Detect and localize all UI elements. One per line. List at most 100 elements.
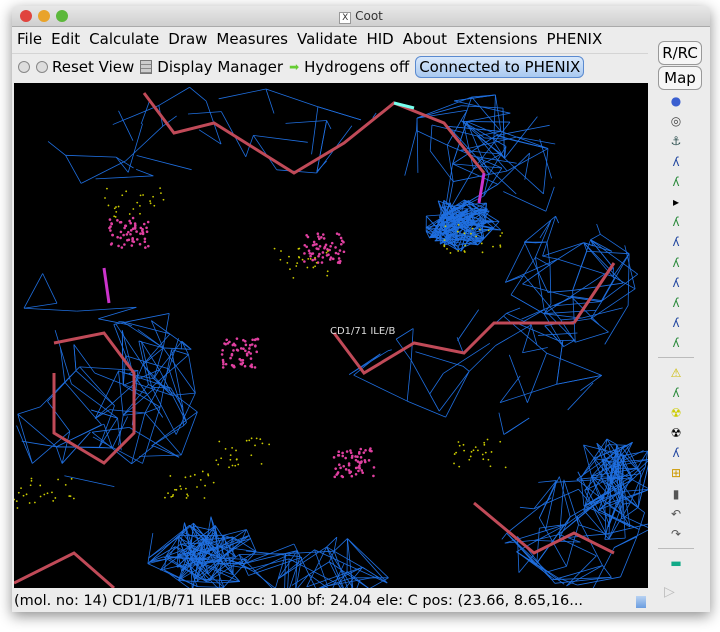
contact-dot xyxy=(204,484,206,487)
contact-dot xyxy=(143,240,147,244)
reset-view-button[interactable]: Reset View xyxy=(52,58,135,76)
graphics-canvas[interactable]: CD1/71 ILE/B xyxy=(13,83,651,607)
arrow-right-icon[interactable]: ▸ xyxy=(672,195,680,210)
menu-validate[interactable]: Validate xyxy=(297,30,358,48)
contact-dot xyxy=(248,439,251,442)
menu-file[interactable]: File xyxy=(17,30,43,48)
contact-dot xyxy=(470,232,472,235)
density-mesh-line xyxy=(177,547,191,581)
density-mesh-line xyxy=(56,446,113,449)
density-mesh-line xyxy=(240,529,247,542)
add-terminal-residue-icon[interactable]: ☢ xyxy=(670,405,682,420)
side-chain-180-icon[interactable]: ʎ xyxy=(672,316,680,331)
regularize-icon[interactable]: ʎ xyxy=(672,174,680,189)
contact-dot xyxy=(273,247,276,250)
density-mesh-line xyxy=(535,564,548,573)
density-mesh-line xyxy=(204,536,233,541)
density-mesh-line xyxy=(153,378,173,396)
menu-about[interactable]: About xyxy=(402,30,448,48)
rigid-body-fit-icon[interactable]: ʎ xyxy=(672,215,680,230)
undo-icon[interactable]: ↶ xyxy=(670,506,682,521)
density-mesh-line xyxy=(566,555,597,587)
density-mesh-line xyxy=(446,145,454,182)
density-mesh-line xyxy=(533,480,557,510)
torsion-icon[interactable]: ʎ xyxy=(672,275,680,290)
density-mesh-line xyxy=(265,88,275,114)
contact-dot xyxy=(357,469,360,473)
density-mesh-line xyxy=(536,528,540,563)
spin-view-icon[interactable]: ● xyxy=(670,94,682,109)
contact-dot xyxy=(317,237,321,241)
menu-hid[interactable]: HID xyxy=(366,30,394,48)
minimize-button[interactable] xyxy=(38,10,50,22)
contact-dot xyxy=(187,494,189,497)
contact-dot xyxy=(259,438,262,441)
density-mesh-line xyxy=(477,135,502,155)
contact-dot xyxy=(342,464,346,468)
clear-pending-icon[interactable]: ⊞ xyxy=(670,466,682,481)
contact-dot xyxy=(455,451,458,454)
density-mesh-line xyxy=(523,242,549,293)
menu-edit[interactable]: Edit xyxy=(51,30,81,48)
contact-dot xyxy=(110,242,114,245)
close-button[interactable] xyxy=(20,10,32,22)
density-mesh-line xyxy=(462,121,474,170)
toolbar-stop-icon[interactable] xyxy=(36,61,48,73)
add-atom-icon[interactable]: ☢ xyxy=(670,426,682,441)
density-mesh-line xyxy=(178,524,190,536)
centre-atom-icon[interactable]: ◎ xyxy=(670,114,682,129)
delete-icon[interactable]: ▮ xyxy=(672,486,680,501)
contact-dot xyxy=(295,265,298,267)
density-mesh-line xyxy=(583,242,613,252)
real-space-refine-icon[interactable]: ʎ xyxy=(672,154,680,169)
forward-arrow[interactable]: ▷ xyxy=(664,584,675,600)
density-mesh-line xyxy=(218,88,267,100)
density-mesh-line xyxy=(605,458,611,507)
edit-chi-icon[interactable]: ʎ xyxy=(672,255,680,270)
density-mesh-line xyxy=(76,306,137,312)
hydrogens-toggle-button[interactable]: Hydrogens off xyxy=(304,58,410,76)
redo-icon[interactable]: ↷ xyxy=(670,527,682,542)
contact-dot xyxy=(318,244,322,248)
density-mesh-line xyxy=(542,242,584,257)
rrc-button[interactable]: R/RC xyxy=(658,41,702,65)
contact-dot xyxy=(130,244,134,247)
phenix-connection-button[interactable]: Connected to PHENIX xyxy=(415,56,585,78)
density-mesh-line xyxy=(484,137,509,140)
display-manager-button[interactable]: Display Manager xyxy=(157,58,284,76)
map-button[interactable]: Map xyxy=(658,66,702,90)
density-mesh-line xyxy=(127,123,143,173)
contact-dot xyxy=(326,248,329,251)
mutate-autofit-icon[interactable]: ⚠ xyxy=(670,365,682,380)
contact-dot xyxy=(361,471,365,475)
density-mesh-line xyxy=(246,529,257,552)
menu-phenix[interactable]: PHENIX xyxy=(546,30,603,48)
density-mesh-line xyxy=(129,427,180,458)
edit-backbone-icon[interactable]: ʎ xyxy=(672,336,680,351)
rotamer-icon[interactable]: ʎ xyxy=(672,235,680,250)
molecule-view[interactable] xyxy=(13,83,651,607)
density-mesh-line xyxy=(387,349,392,352)
rotate-translate-icon[interactable]: ⚓ xyxy=(670,134,682,149)
density-mesh-line xyxy=(285,550,335,555)
contact-dot xyxy=(350,474,354,478)
density-mesh-line xyxy=(372,112,377,118)
density-mesh-line xyxy=(415,351,464,367)
density-mesh-line xyxy=(306,566,363,588)
mutate-icon[interactable]: ʎ xyxy=(672,385,680,400)
flip-peptide-icon[interactable]: ʎ xyxy=(672,295,680,310)
zoom-button[interactable] xyxy=(56,10,68,22)
display-colour-icon[interactable]: ▬ xyxy=(670,556,682,571)
density-mesh-line xyxy=(606,438,617,445)
contact-dot xyxy=(306,266,309,269)
menu-draw[interactable]: Draw xyxy=(168,30,208,48)
toolbar-toggle-icon[interactable] xyxy=(18,61,30,73)
menu-calculate[interactable]: Calculate xyxy=(89,30,160,48)
menu-extensions[interactable]: Extensions xyxy=(456,30,538,48)
density-mesh-line xyxy=(163,556,207,583)
density-mesh-line xyxy=(113,313,170,325)
density-mesh-line xyxy=(118,110,134,141)
place-atom-icon[interactable]: ʎ xyxy=(672,446,680,461)
menu-measures[interactable]: Measures xyxy=(216,30,288,48)
density-mesh-line xyxy=(189,86,207,102)
